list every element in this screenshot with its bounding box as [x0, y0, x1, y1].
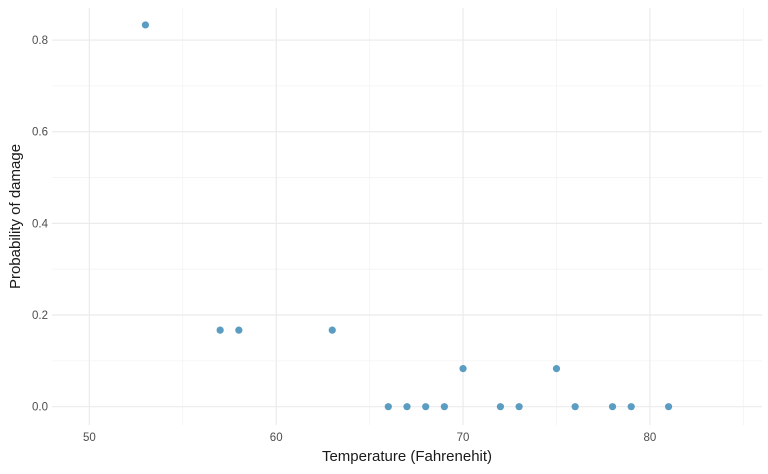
- data-point: [664, 403, 673, 411]
- data-point: [235, 326, 243, 334]
- data-point: [328, 326, 336, 334]
- major-gridlines: [52, 8, 762, 425]
- data-point: [608, 403, 617, 411]
- data-point: [440, 403, 448, 411]
- x-axis-tick-labels: 50 60 70 80: [83, 432, 656, 444]
- data-point: [384, 403, 392, 411]
- x-tick-label: 80: [643, 432, 656, 444]
- y-tick-label: 0.4: [32, 218, 49, 230]
- data-point: [571, 403, 579, 411]
- y-axis-title: Probability of damage: [7, 144, 24, 289]
- y-tick-label: 0.6: [32, 127, 48, 139]
- data-point: [422, 403, 430, 411]
- x-tick-label: 50: [83, 432, 96, 444]
- y-axis-tick-labels: 0.0 0.2 0.4 0.6 0.8: [32, 35, 49, 414]
- data-point: [459, 365, 467, 373]
- x-tick-label: 60: [270, 432, 283, 444]
- data-point: [552, 365, 561, 373]
- y-tick-label: 0.0: [32, 402, 48, 414]
- y-tick-label: 0.8: [32, 35, 48, 47]
- data-points: [141, 21, 673, 411]
- data-point: [141, 21, 150, 29]
- y-tick-label: 0.2: [32, 310, 48, 322]
- data-point: [403, 403, 411, 411]
- data-point: [515, 403, 523, 411]
- x-axis-title: Temperature (Fahrenehit): [322, 448, 492, 465]
- data-point: [496, 403, 505, 411]
- x-tick-label: 70: [457, 432, 470, 444]
- data-point: [627, 403, 635, 411]
- data-point: [216, 326, 224, 334]
- minor-gridlines: [52, 8, 762, 425]
